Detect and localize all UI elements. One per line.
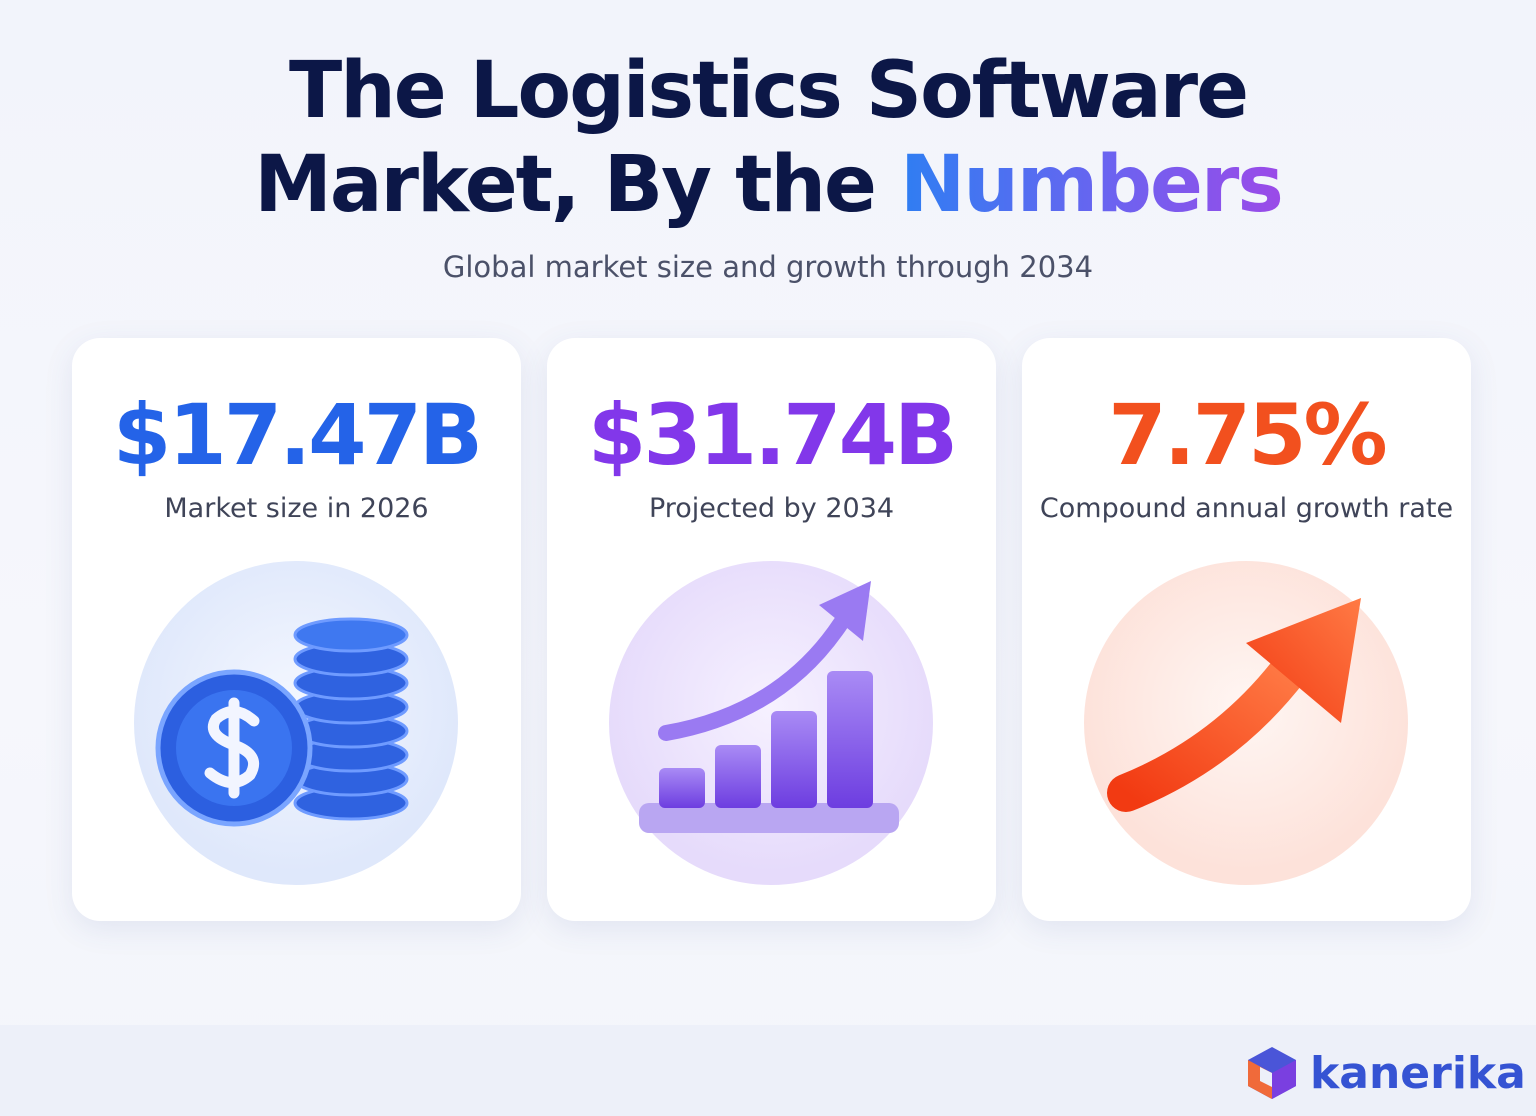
- stat-value: $31.74B: [587, 386, 958, 484]
- brand-name: kanerika: [1310, 1048, 1526, 1099]
- title-highlight: Numbers: [900, 140, 1284, 230]
- brand-logo: [1248, 1047, 1296, 1099]
- stat-label: Projected by 2034: [648, 493, 895, 524]
- title-line: The Logistics Software: [289, 46, 1249, 136]
- stat-label: Market size in 2026: [164, 493, 429, 524]
- coins-icon: [128, 555, 464, 891]
- stat-card: $31.74B Projected by 2034: [547, 338, 996, 921]
- footer: [0, 1025, 1536, 1116]
- stat-card: 7.75% Compound annual growth rate: [1022, 338, 1471, 921]
- stat-value: $17.47B: [112, 386, 483, 484]
- title-line: Market, By the Numbers: [0, 146, 1536, 224]
- subtitle: Global market size and growth through 20…: [442, 250, 1094, 284]
- rate-icon: [1078, 555, 1414, 891]
- stat-card: $17.47B Market size in 2026: [72, 338, 521, 921]
- title-text: Market, By the: [254, 140, 877, 230]
- growth-icon: [603, 555, 939, 891]
- stat-label: Compound annual growth rate: [1039, 493, 1454, 524]
- stat-value: 7.75%: [1108, 386, 1387, 484]
